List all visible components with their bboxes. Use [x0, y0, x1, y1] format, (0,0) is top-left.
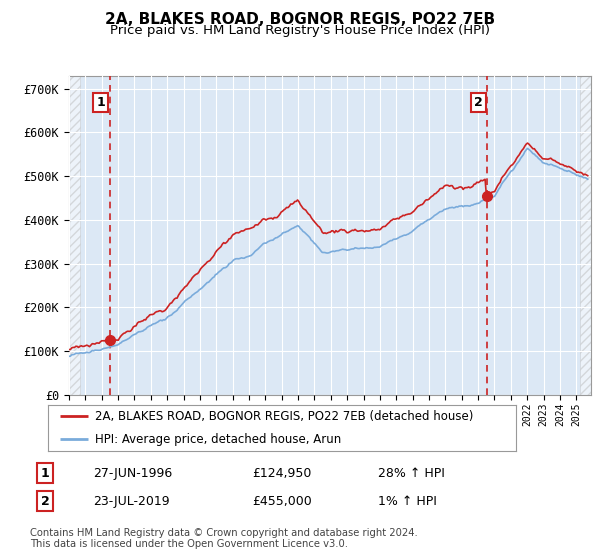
Text: HPI: Average price, detached house, Arun: HPI: Average price, detached house, Arun — [95, 433, 341, 446]
Text: Contains HM Land Registry data © Crown copyright and database right 2024.
This d: Contains HM Land Registry data © Crown c… — [30, 528, 418, 549]
Text: 2A, BLAKES ROAD, BOGNOR REGIS, PO22 7EB: 2A, BLAKES ROAD, BOGNOR REGIS, PO22 7EB — [105, 12, 495, 27]
Text: 1: 1 — [41, 466, 49, 480]
Bar — [580, 76, 591, 395]
Text: 2: 2 — [474, 96, 482, 109]
Text: 2A, BLAKES ROAD, BOGNOR REGIS, PO22 7EB (detached house): 2A, BLAKES ROAD, BOGNOR REGIS, PO22 7EB … — [95, 410, 473, 423]
Text: 23-JUL-2019: 23-JUL-2019 — [93, 494, 170, 508]
Bar — [69, 76, 80, 395]
Text: 2: 2 — [41, 494, 49, 508]
Text: £124,950: £124,950 — [252, 466, 311, 480]
Text: 1% ↑ HPI: 1% ↑ HPI — [378, 494, 437, 508]
Text: £455,000: £455,000 — [252, 494, 312, 508]
Text: 1: 1 — [97, 96, 105, 109]
Text: Price paid vs. HM Land Registry's House Price Index (HPI): Price paid vs. HM Land Registry's House … — [110, 24, 490, 37]
Text: 27-JUN-1996: 27-JUN-1996 — [93, 466, 172, 480]
Text: 28% ↑ HPI: 28% ↑ HPI — [378, 466, 445, 480]
